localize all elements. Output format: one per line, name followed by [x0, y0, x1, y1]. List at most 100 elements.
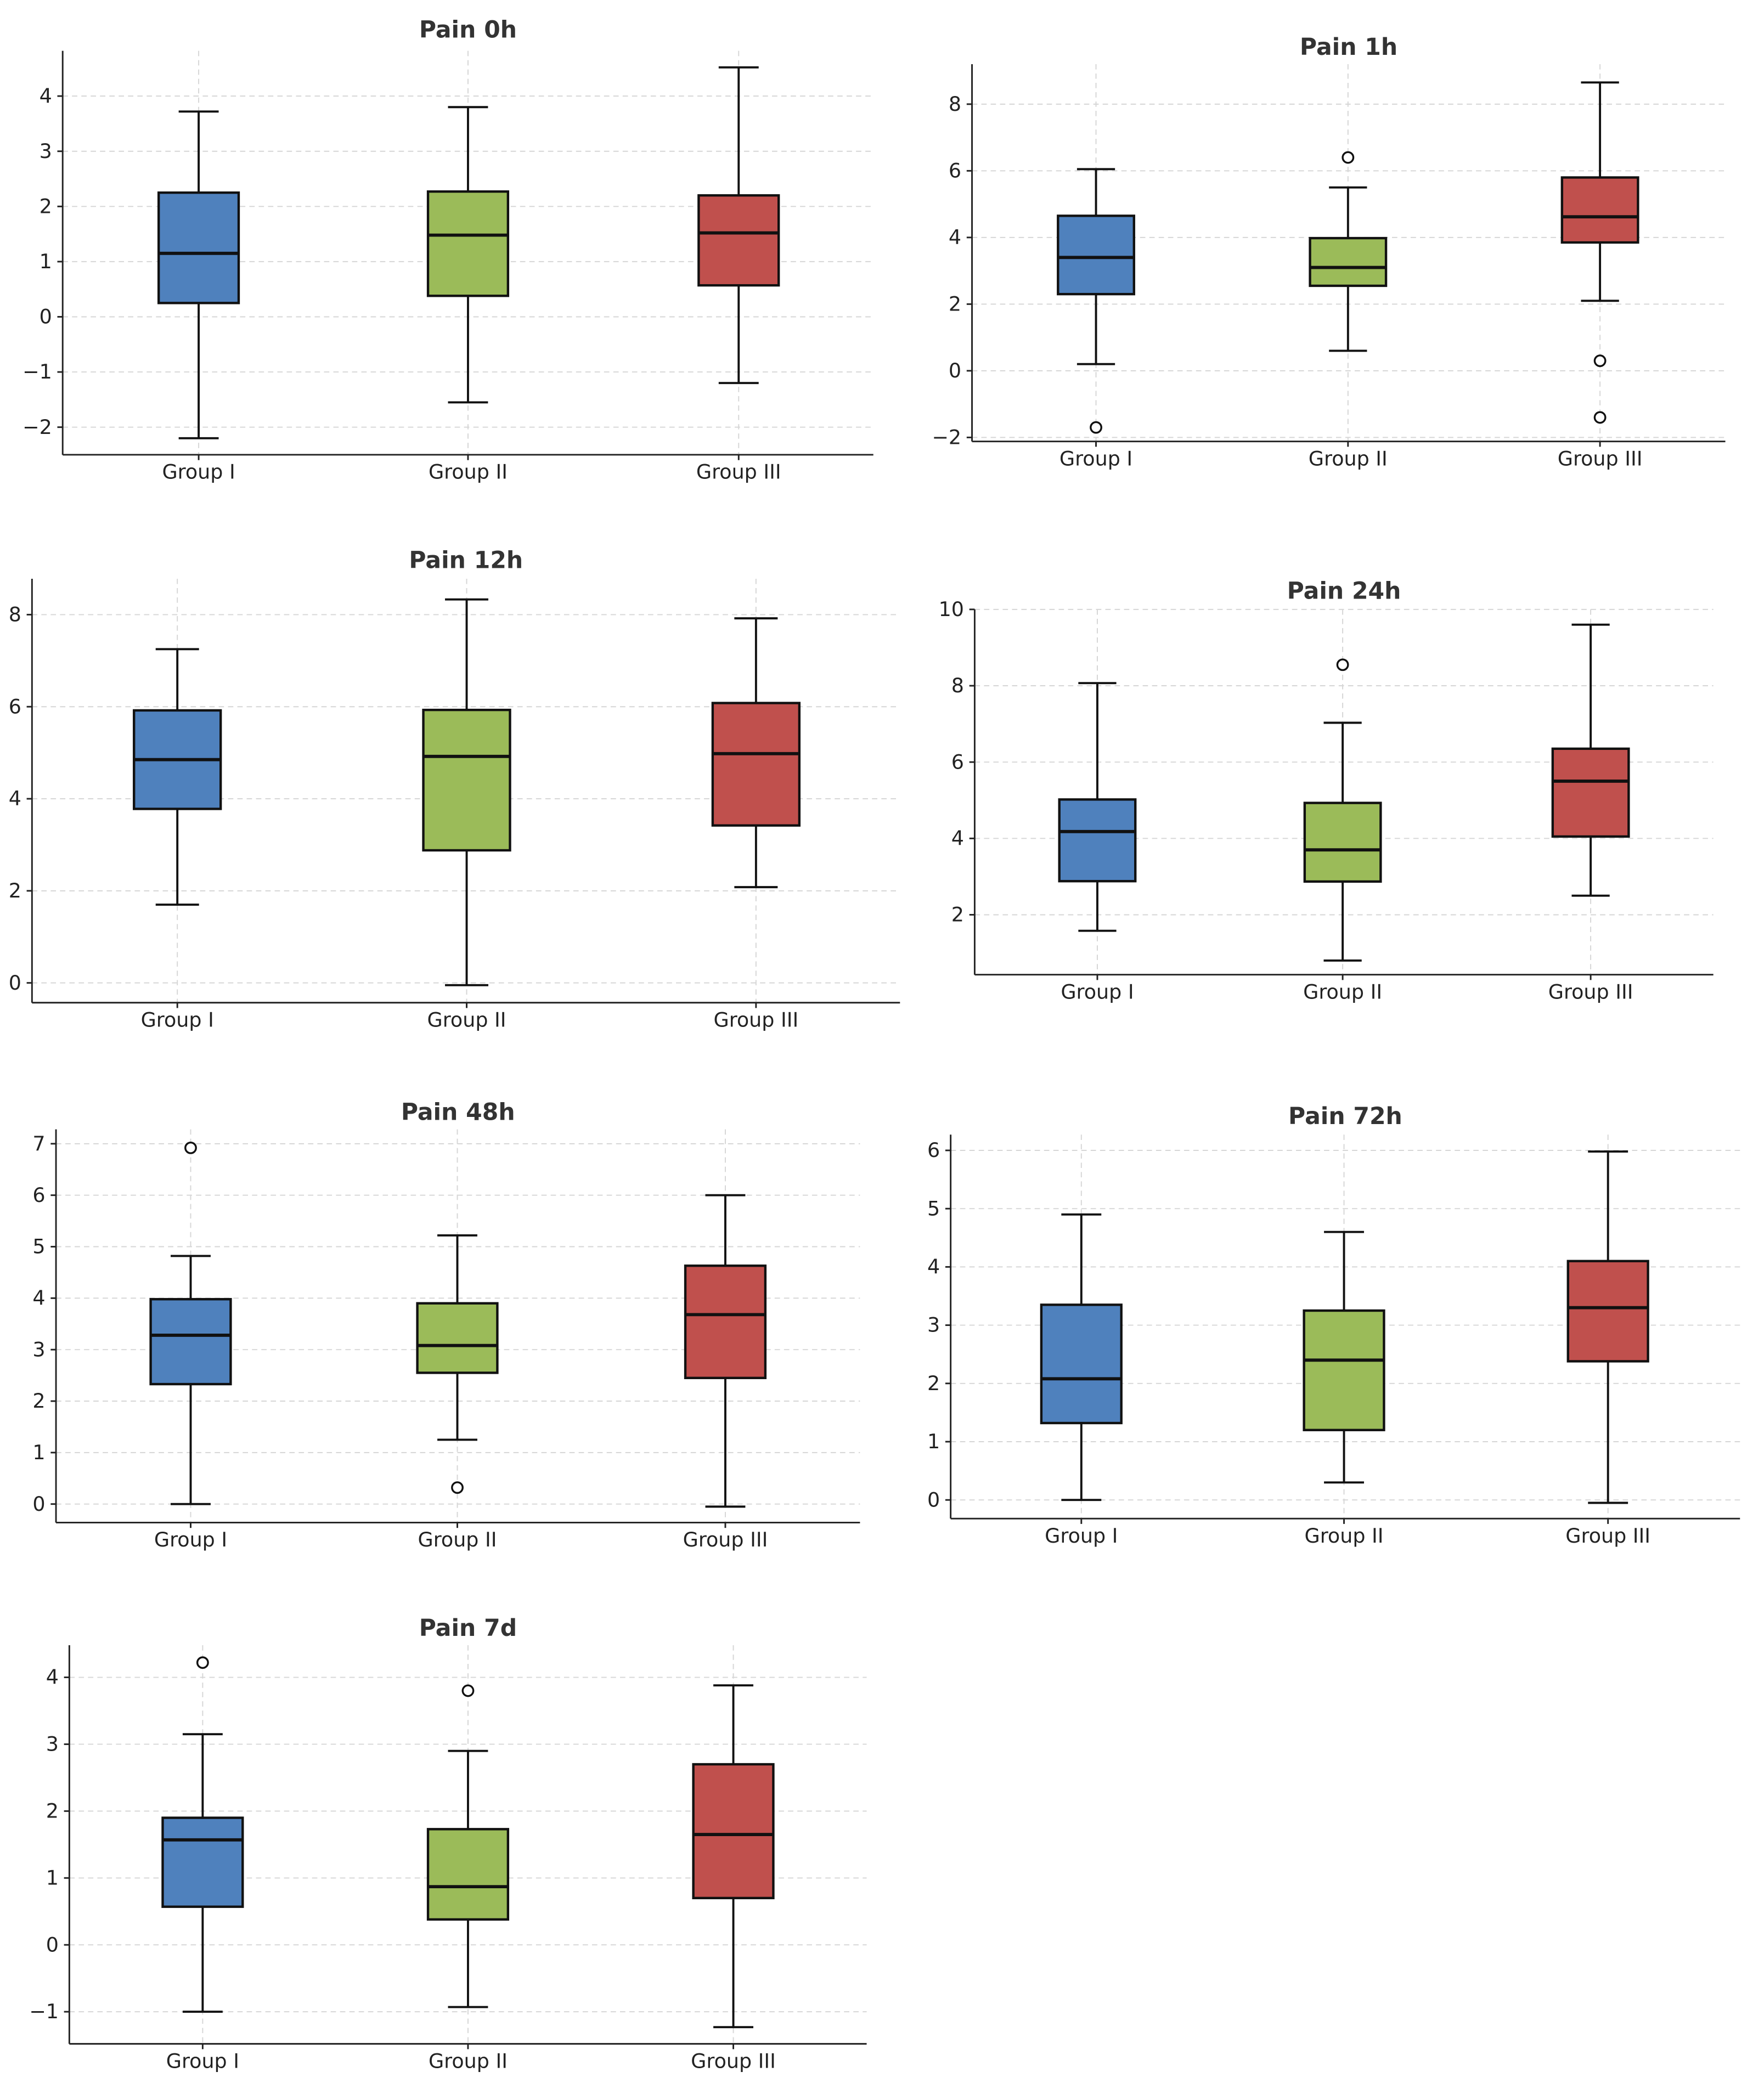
iqr-box	[1566, 1260, 1649, 1363]
y-tick-label: 4	[949, 225, 961, 249]
y-tick-label: −2	[22, 415, 52, 439]
y-tick-label: 4	[927, 1255, 940, 1279]
x-tick-label: Group III	[713, 1008, 798, 1031]
y-tick-label: 3	[40, 139, 52, 163]
iqr-box	[426, 1828, 510, 1921]
y-tick-label: 0	[9, 971, 21, 995]
iqr-box	[149, 1298, 232, 1386]
subplot-pain-24h: 2 4 6 8 10 Pain 24h Group I Group II Group III	[939, 578, 1714, 1003]
x-tick-label: Group II	[1303, 980, 1382, 1003]
subplot-pain-48h: 0 1 2 3 4 5 6 7 Pain 48h Group I Group II Group III	[32, 1099, 860, 1551]
x-tick-label: Group III	[1565, 1524, 1650, 1548]
boxplot-group-ii	[416, 1234, 499, 1494]
iqr-box	[1057, 214, 1135, 296]
y-tick-label: 4	[9, 787, 21, 810]
y-tick-label: 6	[9, 695, 21, 718]
x-tick-label: Group II	[429, 2049, 508, 2073]
iqr-box	[1551, 747, 1630, 838]
y-tick-label: 2	[40, 194, 52, 218]
y-tick-label: 6	[951, 750, 964, 774]
x-tick-label: Group I	[1061, 980, 1134, 1003]
iqr-box	[697, 194, 780, 287]
x-tick-label: Group I	[1059, 447, 1132, 470]
boxplot-group-ii	[1303, 1230, 1385, 1484]
y-tick-label: 4	[40, 84, 52, 108]
iqr-box	[426, 190, 510, 297]
y-tick-label: 3	[46, 1732, 59, 1756]
iqr-box	[692, 1763, 775, 1900]
boxplot-group-iii	[1566, 1150, 1649, 1504]
boxplot-group-i	[1057, 168, 1135, 434]
y-tick-label: 3	[32, 1337, 45, 1361]
x-tick-label: Group II	[1309, 447, 1388, 470]
y-tick-label: 0	[46, 1933, 59, 1956]
y-tick-label: 8	[951, 674, 964, 697]
iqr-box	[422, 708, 511, 852]
y-tick-label: −1	[22, 360, 52, 383]
subplot-title: Pain 0h	[419, 16, 517, 43]
boxplot-group-ii	[426, 106, 510, 404]
x-tick-label: Group I	[141, 1008, 214, 1031]
x-tick-label: Group II	[429, 460, 508, 484]
x-tick-label: Group III	[1548, 980, 1633, 1003]
subplot-pain-72h: 0 1 2 3 4 5 6 Pain 72h Group I Group II Group III	[927, 1103, 1740, 1548]
iqr-box	[711, 702, 801, 827]
boxplot-group-ii	[1309, 151, 1388, 352]
y-tick-label: 8	[9, 603, 21, 626]
boxplot-group-ii	[426, 1684, 510, 2008]
y-tick-label: 0	[927, 1488, 940, 1511]
y-tick-label: 5	[927, 1196, 940, 1220]
x-tick-label: Group II	[1305, 1524, 1384, 1548]
iqr-box	[684, 1264, 767, 1379]
subplot-pain-0h: −2 −1 0 1 2 3 4 Pain 0h Group I Group II Group III	[22, 16, 873, 484]
outlier-point	[1336, 658, 1349, 671]
outlier-point	[461, 1684, 475, 1697]
boxplot-group-iii	[1560, 81, 1639, 424]
boxplot-group-iii	[711, 617, 801, 889]
x-tick-label: Group III	[691, 2049, 776, 2073]
x-tick-label: Group III	[696, 460, 781, 484]
boxplot-group-iii	[1551, 623, 1630, 897]
boxplot-group-ii	[422, 598, 511, 986]
y-tick-label: 2	[32, 1389, 45, 1413]
subplot-title: Pain 7d	[419, 1615, 517, 1642]
subplot-title: Pain 72h	[1288, 1103, 1402, 1130]
y-tick-label: 0	[40, 305, 52, 329]
outlier-point	[1342, 151, 1355, 164]
y-tick-label: 0	[32, 1492, 45, 1516]
x-tick-label: Group I	[154, 1528, 227, 1551]
y-tick-label: −2	[932, 426, 961, 449]
y-tick-label: 4	[951, 826, 964, 850]
iqr-box	[1040, 1303, 1123, 1425]
subplot-title: Pain 48h	[401, 1099, 515, 1126]
iqr-box	[416, 1302, 499, 1374]
iqr-box	[1560, 176, 1639, 244]
x-tick-label: Group III	[683, 1528, 768, 1551]
boxplot-group-i	[1058, 682, 1137, 932]
y-tick-label: 0	[949, 359, 961, 382]
subplot-title: Pain 1h	[1300, 34, 1397, 61]
y-tick-label: 4	[32, 1286, 45, 1310]
iqr-box	[1303, 1309, 1385, 1431]
y-tick-label: 10	[939, 597, 964, 621]
outlier-point	[1593, 354, 1607, 368]
iqr-box	[1058, 798, 1137, 883]
boxplot-group-ii	[1303, 658, 1382, 962]
subplot-pain-7d: −1 0 1 2 3 4 Pain 7d Group I Group II Group III	[29, 1615, 867, 2073]
outlier-point	[1593, 411, 1607, 424]
boxplot-group-i	[161, 1656, 244, 2013]
y-tick-label: 2	[46, 1799, 59, 1823]
y-tick-label: 8	[949, 92, 961, 116]
subplot-pain-1h: −2 0 2 4 6 8 Pain 1h Group I Group II Group III	[932, 34, 1726, 470]
subplot-pain-12h: 0 2 4 6 8 Pain 12h Group I Group II Group III	[9, 547, 900, 1031]
y-tick-label: 2	[927, 1371, 940, 1395]
y-tick-label: 6	[32, 1183, 45, 1207]
y-tick-label: 6	[927, 1138, 940, 1162]
subplot-title: Pain 12h	[409, 547, 523, 574]
iqr-box	[157, 191, 240, 304]
boxplot-group-iii	[684, 1194, 767, 1508]
y-tick-label: 1	[40, 250, 52, 273]
y-tick-label: 1	[927, 1430, 940, 1453]
outlier-point	[451, 1481, 464, 1494]
